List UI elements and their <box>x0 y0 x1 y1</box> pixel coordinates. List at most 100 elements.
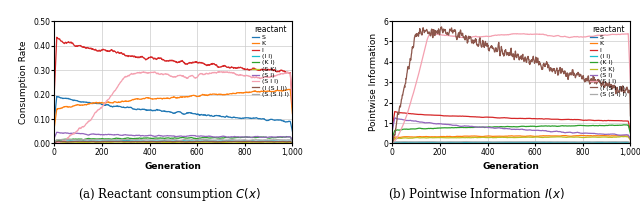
(K I) <box>236 136 244 139</box>
Line: I: I <box>54 37 292 104</box>
(S I I) <box>627 82 634 84</box>
S <box>53 95 61 98</box>
(S (S I) I) <box>403 141 411 143</box>
(S K) <box>51 142 58 144</box>
(S I) <box>51 136 58 139</box>
K <box>627 138 634 140</box>
Line: (S (S I) I): (S (S I) I) <box>392 142 630 143</box>
Line: K: K <box>54 89 292 127</box>
K <box>574 134 582 137</box>
(S K) <box>245 141 253 143</box>
I <box>574 118 582 121</box>
(I I) <box>574 141 582 144</box>
(I (S I I)) <box>99 140 106 143</box>
(S I I) <box>403 114 411 116</box>
(S I) <box>391 117 399 119</box>
(I (S I I)) <box>161 140 168 142</box>
(S K) <box>599 136 607 138</box>
Line: I: I <box>392 111 630 131</box>
S <box>277 119 285 121</box>
Line: (S K): (S K) <box>54 142 292 143</box>
I <box>627 130 634 133</box>
(S K) <box>621 135 628 138</box>
S <box>236 117 244 119</box>
Line: (S K): (S K) <box>392 137 630 141</box>
(S I) <box>53 131 61 134</box>
(K I) <box>437 127 445 129</box>
(S I) <box>599 133 607 135</box>
S <box>261 118 269 121</box>
(I (S I I)) <box>289 141 296 144</box>
(K I) <box>99 138 106 140</box>
(S K) <box>289 142 296 144</box>
Line: S: S <box>54 96 292 131</box>
K <box>287 88 294 91</box>
(S (S I) I) <box>196 138 204 141</box>
(K I) <box>583 124 591 127</box>
X-axis label: Generation: Generation <box>145 162 202 171</box>
(K I) <box>388 136 396 139</box>
S <box>289 130 296 133</box>
(S K) <box>261 141 269 143</box>
Legend: S, K, I, (I I), (K I), (S K), (S I), (S I I), (I (S I I)), (S (S I) I): S, K, I, (I I), (K I), (S K), (S I), (S … <box>589 24 627 98</box>
(S I) <box>289 139 296 141</box>
I <box>599 119 607 122</box>
(S I) <box>388 129 396 132</box>
(S I I) <box>615 33 623 36</box>
K <box>236 92 244 94</box>
(S I) <box>583 132 591 134</box>
(S (S I) I) <box>51 140 58 143</box>
(I I) <box>245 140 253 142</box>
K <box>65 106 73 108</box>
(S K) <box>388 140 396 142</box>
X-axis label: Generation: Generation <box>483 162 540 171</box>
(S I) <box>403 119 411 122</box>
Line: (I I): (I I) <box>392 142 630 143</box>
(S I I) <box>99 104 107 107</box>
(K I) <box>403 128 411 130</box>
S <box>599 141 607 144</box>
(S K) <box>615 136 623 138</box>
(I I) <box>122 139 129 142</box>
(I I) <box>532 141 540 144</box>
S <box>574 141 582 144</box>
(I I) <box>388 142 396 144</box>
(I (S I I)) <box>65 141 73 143</box>
S <box>583 141 591 143</box>
K <box>615 134 623 137</box>
(S I) <box>615 134 623 136</box>
(S (S I) I) <box>236 139 244 141</box>
Text: (b) Pointwise Information $I(x)$: (b) Pointwise Information $I(x)$ <box>388 187 565 202</box>
I <box>99 48 107 51</box>
I <box>391 110 399 113</box>
(K I) <box>65 138 73 141</box>
S <box>584 141 591 143</box>
S <box>99 104 107 106</box>
(S I) <box>236 136 244 138</box>
(S (S I) I) <box>599 141 607 143</box>
(S (S I) I) <box>615 141 623 143</box>
(I I) <box>437 141 445 144</box>
I <box>289 103 296 105</box>
(K I) <box>277 136 285 138</box>
(K I) <box>289 139 296 141</box>
Line: (S I I): (S I I) <box>54 72 292 143</box>
(S K) <box>627 139 634 141</box>
(S (S I) I) <box>277 139 285 141</box>
Line: (I (S I I)): (I (S I I)) <box>392 27 630 143</box>
(S I) <box>245 136 253 138</box>
(S (S I) I) <box>388 141 396 144</box>
(S I) <box>627 138 634 140</box>
(S I) <box>261 136 269 138</box>
K <box>244 91 252 94</box>
(S I I) <box>289 104 296 107</box>
I <box>261 68 269 71</box>
(S I I) <box>215 70 223 73</box>
(I (S I I)) <box>627 115 634 117</box>
(K I) <box>574 124 582 127</box>
K <box>437 135 445 138</box>
(S I I) <box>52 142 60 144</box>
(K I) <box>615 124 623 127</box>
K <box>583 134 591 137</box>
(K I) <box>283 135 291 138</box>
